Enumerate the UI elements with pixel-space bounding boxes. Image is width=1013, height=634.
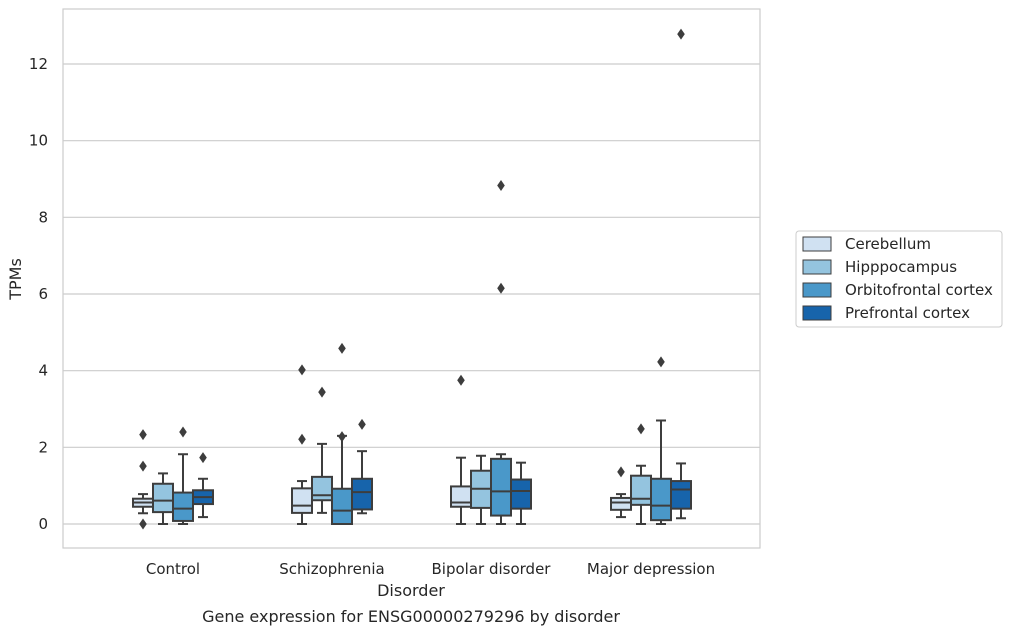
outlier-point: [298, 364, 306, 376]
legend-frame: [795, 230, 1003, 328]
box-iqr: [630, 474, 652, 506]
legend-label: Cerebellum: [845, 235, 931, 253]
outlier-point: [179, 426, 187, 438]
x-tick-label: Bipolar disorder: [432, 560, 552, 578]
y-tick-label: 4: [38, 362, 48, 380]
y-tick-label: 0: [38, 515, 48, 533]
y-tick-label: 10: [29, 132, 48, 150]
box-iqr: [650, 477, 672, 522]
box-iqr: [670, 480, 692, 510]
box: [192, 452, 214, 519]
x-axis-label: Disorder: [377, 581, 445, 600]
box-iqr: [291, 487, 313, 514]
outlier-point: [139, 429, 147, 441]
legend-swatch: [802, 259, 832, 275]
outlier-point: [497, 180, 505, 192]
outlier-point: [338, 431, 346, 443]
y-tick-label: 6: [38, 285, 48, 303]
outlier-point: [617, 466, 625, 478]
box: [510, 461, 532, 525]
legend-label: Prefrontal cortex: [845, 304, 970, 322]
legend-swatch: [802, 282, 832, 298]
y-tick-label: 2: [38, 438, 48, 456]
outlier-point: [497, 282, 505, 294]
outlier-point: [139, 460, 147, 472]
box-iqr: [610, 496, 632, 511]
box-iqr: [172, 491, 194, 522]
box-iqr: [331, 487, 353, 526]
outlier-point: [457, 374, 465, 386]
box: [291, 364, 313, 525]
box: [490, 180, 512, 525]
outlier-point: [637, 423, 645, 435]
y-tick-label: 12: [29, 55, 48, 73]
box: [172, 426, 194, 525]
box-iqr: [490, 457, 512, 517]
box: [450, 374, 472, 525]
x-tick-label: Schizophrenia: [279, 560, 384, 578]
outlier-point: [139, 518, 147, 530]
box-iqr: [510, 478, 532, 510]
box-iqr: [450, 485, 472, 508]
y-tick-label: 8: [38, 208, 48, 226]
box: [152, 472, 174, 525]
outlier-point: [318, 386, 326, 398]
box-iqr: [152, 482, 174, 514]
y-axis-label: TPMs: [6, 258, 25, 301]
box-groups: [132, 28, 692, 530]
y-tick-labels: 0 2 4 6 8 10 12: [29, 55, 48, 533]
grid-lines: [63, 63, 760, 525]
legend-swatch: [802, 305, 832, 321]
outlier-point: [358, 418, 366, 430]
box: [670, 28, 692, 520]
outlier-point: [298, 433, 306, 445]
outlier-point: [677, 28, 685, 40]
box: [351, 418, 373, 515]
legend-swatch: [802, 236, 832, 252]
x-tick-label: Major depression: [587, 560, 715, 578]
box-iqr: [351, 477, 373, 511]
box: [311, 386, 333, 514]
chart-caption: Gene expression for ENSG00000279296 by d…: [202, 607, 620, 626]
outlier-point: [657, 356, 665, 368]
outlier-point: [338, 342, 346, 354]
box: [610, 466, 632, 519]
outlier-point: [199, 452, 207, 464]
x-tick-label: Control: [146, 560, 200, 578]
box-iqr: [311, 475, 333, 502]
legend-label: Orbitofrontal cortex: [845, 281, 993, 299]
box: [630, 423, 652, 525]
box: [331, 342, 353, 526]
legend: Cerebellum Hipppocampus Orbitofrontal cort…: [795, 230, 1003, 328]
x-tick-labels: Control Schizophrenia Bipolar disorder Majo…: [146, 560, 715, 578]
box: [470, 454, 492, 525]
plot-frame: [62, 8, 761, 549]
legend-label: Hipppocampus: [845, 258, 957, 276]
box: [132, 429, 154, 530]
box: [650, 356, 672, 525]
